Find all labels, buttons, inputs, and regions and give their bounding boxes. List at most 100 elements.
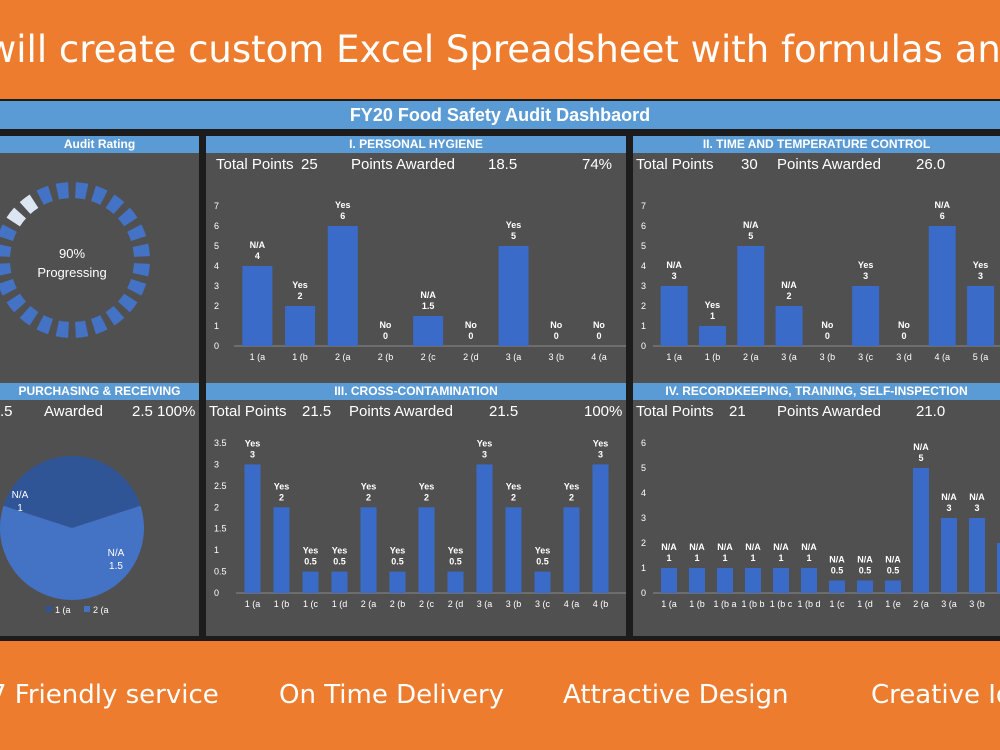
x-tick-label: 1 (a [666,352,682,362]
bar [689,568,705,593]
legend-label: 2 (a [93,605,109,615]
bar-status-label: Yes [705,300,721,310]
x-tick-label: 4 (a [934,352,950,362]
x-tick-label: 4 (a [564,599,580,609]
donut-segment [132,263,150,277]
bar-status-label: N/A [857,555,873,565]
y-tick-label: 3 [214,281,219,291]
bar-status-label: Yes [335,200,351,210]
bar [737,246,765,346]
bar-status-label: Yes [477,438,493,448]
donut-segment [0,279,17,296]
x-tick-label: 1 (a [245,599,261,609]
x-tick-label: 2 (a [913,599,929,609]
time-temperature-panel: II. TIME AND TEMPERATURE CONTROL Total P… [633,136,1000,398]
bar [534,571,551,593]
x-tick-label: 3 (b [969,599,985,609]
bar-value-label: 1 [722,553,727,563]
audit-rating-donut: 90% Progressing [0,182,150,338]
bar-value-label: 5 [918,453,923,463]
points-awarded-label: Points Awarded [351,156,455,173]
taglines: 7 Friendly service On Time Delivery Attr… [0,670,1000,730]
donut-segment [6,207,27,227]
bar-value-label: 3 [598,449,603,459]
donut-segment [75,320,89,338]
bar [273,507,290,593]
bar-status-label: Yes [292,280,308,290]
bar-status-label: N/A [420,290,436,300]
bar [563,507,580,593]
tagline-attractive-design: Attractive Design [563,680,789,710]
bar-status-label: No [898,320,910,330]
x-tick-label: 2 (a [361,599,377,609]
banner-headline: will create custom Excel Spreadsheet wit… [0,28,1000,71]
bar [913,468,929,593]
dashboard-title: FY20 Food Safety Audit Dashbaord [0,101,1000,129]
bar-value-label: 3 [482,449,487,459]
x-tick-label: 1 (b d [797,599,820,609]
x-tick-label: 2 (b [378,352,394,362]
bar [285,306,316,346]
x-tick-label: 4 (b [593,599,609,609]
bar-value-label: 3 [974,503,979,513]
tagline-on-time-delivery: On Time Delivery [279,680,505,710]
x-tick-label: 3 (c [858,352,874,362]
bar [969,518,985,593]
bar-value-label: 0.5 [333,557,346,567]
bar-status-label: N/A [717,542,733,552]
bar-value-label: 3 [250,449,255,459]
bar-value-label: 0.5 [859,566,872,576]
bar-status-label: Yes [361,481,377,491]
points-awarded-value: 21.5 [489,403,519,420]
tagline-creative-ideas: Creative Id [871,680,1000,710]
pie-slice-value: 1 [17,503,23,514]
bar-status-label: N/A [913,442,929,452]
bar [997,543,1000,593]
bar-value-label: 1 [710,311,715,321]
bar-value-label: 2 [424,492,429,502]
bar-status-label: Yes [332,546,348,556]
bar-value-label: 2 [366,492,371,502]
points-awarded-value: 2.5 [132,403,153,420]
bar [801,568,817,593]
x-tick-label: 3 (b [506,599,522,609]
bar [775,306,803,346]
bar [244,464,261,593]
bar [698,326,726,346]
x-tick-label: 1 (c [303,599,319,609]
bar [476,464,493,593]
bar [418,507,435,593]
bar-status-label: Yes [564,481,580,491]
bar-value-label: 2 [511,492,516,502]
bar [505,507,522,593]
bar-value-label: 3 [946,503,951,513]
donut-segment [0,263,12,276]
bar-status-label: N/A [743,220,759,230]
bar [331,571,348,593]
bar-value-label: 0.5 [887,566,900,576]
x-tick-label: 3 (b [548,352,564,362]
bar-value-label: 1 [750,553,755,563]
donut-segment [36,315,53,335]
y-tick-label: 0 [214,341,219,351]
bar-status-label: Yes [245,438,261,448]
x-tick-label: 3 (d [896,352,912,362]
donut-segment [127,224,147,241]
donut-segment [117,207,138,227]
y-tick-label: 3.5 [214,438,227,448]
y-tick-label: 7 [214,201,219,211]
donut-segment [36,185,53,205]
y-tick-label: 2.5 [214,481,227,491]
pie-slice [3,456,141,528]
audit-rating-title: Audit Rating [0,136,199,153]
bar [360,507,377,593]
points-awarded-label: Points Awarded [349,403,453,420]
y-tick-label: 0.5 [214,567,227,577]
bar-value-label: 0 [554,331,559,341]
donut-segment [55,320,69,338]
bar-value-label: 1 [806,553,811,563]
total-points-label: Total Points [216,156,294,173]
bar [302,571,319,593]
bar-status-label: No [465,320,477,330]
bar-status-label: N/A [745,542,761,552]
